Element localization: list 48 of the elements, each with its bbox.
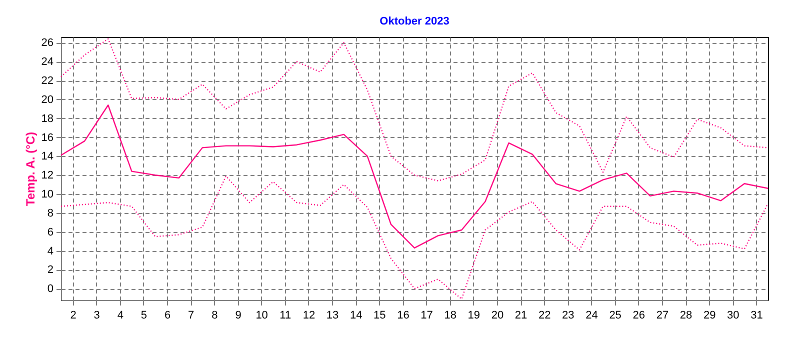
x-tick-label: 8 [212, 310, 218, 322]
x-tick-label: 17 [420, 310, 433, 322]
y-tick-label: 8 [47, 207, 54, 220]
x-tick-label: 5 [140, 310, 148, 322]
y-tick-label: 26 [41, 37, 54, 50]
x-tick-label: 30 [727, 310, 740, 322]
x-tick-label: 12 [302, 310, 316, 322]
y-tick-label: 0 [47, 283, 54, 296]
x-tick-label: 16 [397, 310, 410, 322]
y-tick-label: 2 [47, 264, 54, 276]
x-tick-label: 9 [235, 310, 242, 322]
x-tick-label: 14 [350, 310, 362, 322]
x-tick-label: 19 [468, 310, 480, 322]
x-tick-label: 25 [609, 310, 622, 322]
x-tick-label: 24 [586, 310, 598, 322]
y-tick-label: 16 [41, 132, 54, 144]
y-tick-label: 10 [41, 188, 54, 201]
x-tick-label: 20 [491, 310, 504, 322]
y-tick-label: 24 [41, 56, 54, 68]
x-tick-label: 27 [656, 310, 669, 322]
y-tick-label: 6 [47, 226, 54, 238]
x-tick-label: 10 [256, 310, 268, 322]
x-tick-label: 11 [280, 310, 292, 322]
x-tick-label: 3 [94, 310, 100, 322]
y-tick-label: 4 [47, 245, 54, 258]
x-tick-label: 29 [703, 310, 716, 322]
x-tick-label: 22 [538, 310, 551, 322]
x-tick-label: 6 [164, 310, 171, 322]
y-tick-label: 14 [41, 150, 54, 163]
y-tick-label: 12 [41, 170, 54, 182]
x-tick-label: 23 [562, 310, 574, 322]
y-tick-label: 22 [41, 75, 54, 88]
x-tick-label: 31 [750, 310, 763, 322]
y-axis-title: Temp. A. (°C) [23, 132, 38, 206]
x-tick-label: 7 [188, 310, 194, 322]
x-tick-label: 18 [444, 310, 456, 322]
line-series [60, 104, 769, 249]
x-tick-label: 26 [632, 310, 646, 322]
chart-title: Oktober 2023 [380, 16, 450, 28]
x-tick-label: 28 [680, 310, 692, 322]
line-series [60, 38, 769, 182]
y-tick-label: 18 [41, 112, 54, 125]
x-tick-label: 4 [117, 310, 124, 322]
x-tick-label: 13 [326, 310, 339, 322]
x-tick-label: 15 [374, 310, 386, 322]
x-tick-label: 21 [514, 310, 528, 322]
y-tick-label: 20 [41, 94, 54, 106]
x-tick-label: 2 [70, 310, 76, 322]
